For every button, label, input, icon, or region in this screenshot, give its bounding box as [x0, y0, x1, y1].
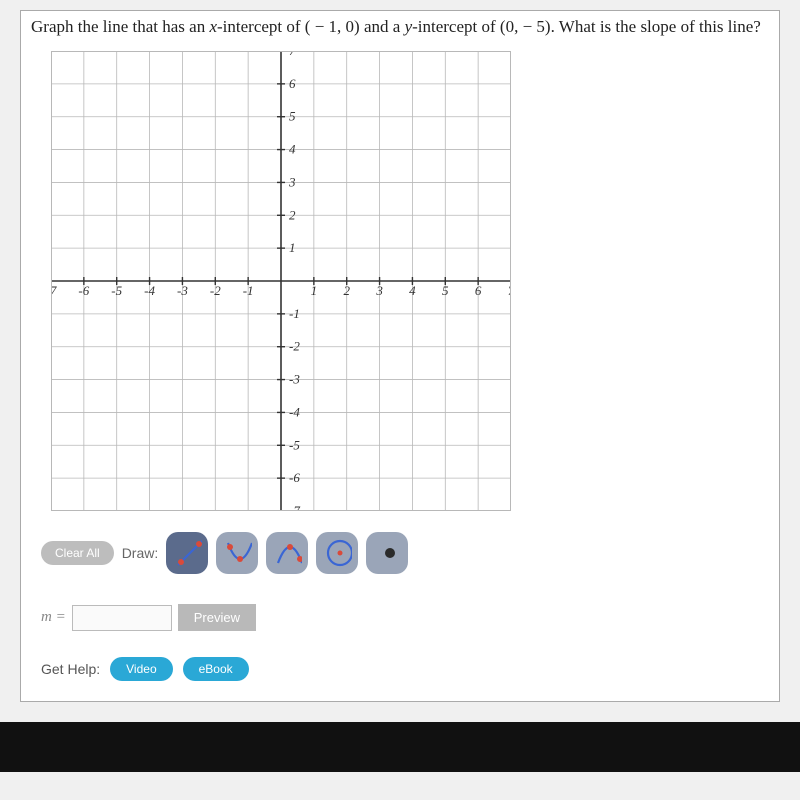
svg-text:-2: -2: [210, 283, 221, 298]
svg-text:-2: -2: [289, 339, 300, 354]
svg-text:2: 2: [289, 207, 296, 222]
svg-text:-5: -5: [111, 283, 122, 298]
svg-text:1: 1: [289, 240, 296, 255]
svg-text:5: 5: [289, 109, 296, 124]
preview-button[interactable]: Preview: [178, 604, 256, 631]
prompt-text: . What is the slope of this line?: [551, 17, 761, 36]
video-help-button[interactable]: Video: [110, 657, 172, 681]
graph-canvas[interactable]: -7-6-5-4-3-2-11234567-7-6-5-4-3-2-112345…: [51, 51, 769, 516]
up-parabola-icon: [222, 535, 252, 571]
point-tool-button[interactable]: [366, 532, 408, 574]
circle-tool-icon: [322, 535, 352, 571]
line-tool-icon: [172, 535, 202, 571]
help-row: Get Help: Video eBook: [41, 657, 769, 681]
draw-label: Draw:: [122, 545, 159, 561]
svg-text:1: 1: [311, 283, 318, 298]
svg-text:6: 6: [475, 283, 482, 298]
svg-text:5: 5: [442, 283, 449, 298]
window-bottom-bar: [0, 722, 800, 772]
question-prompt: Graph the line that has an x-intercept o…: [31, 17, 769, 37]
svg-text:-1: -1: [243, 283, 254, 298]
x-intercept-value: ( − 1, 0): [305, 17, 360, 36]
svg-text:-7: -7: [289, 503, 300, 511]
svg-text:-3: -3: [289, 372, 300, 387]
svg-text:-1: -1: [289, 306, 300, 321]
prompt-text: Graph the line that has an: [31, 17, 209, 36]
svg-text:-4: -4: [289, 404, 300, 419]
answer-row: m = Preview: [41, 604, 769, 631]
svg-text:2: 2: [343, 283, 350, 298]
svg-text:3: 3: [375, 283, 383, 298]
x-variable: x: [209, 17, 217, 36]
draw-toolbar: Clear All Draw:: [41, 532, 769, 574]
get-help-label: Get Help:: [41, 661, 100, 677]
svg-text:-5: -5: [289, 437, 300, 452]
y-variable: y: [405, 17, 413, 36]
svg-text:7: 7: [289, 51, 296, 58]
point-tool-icon: [372, 535, 402, 571]
svg-text:3: 3: [288, 174, 296, 189]
clear-all-button[interactable]: Clear All: [41, 541, 114, 565]
up-parabola-tool-button[interactable]: [216, 532, 258, 574]
svg-text:-6: -6: [289, 470, 300, 485]
svg-text:-4: -4: [144, 283, 155, 298]
prompt-text: -intercept of: [217, 17, 305, 36]
svg-text:-6: -6: [78, 283, 89, 298]
prompt-text: -intercept of: [412, 17, 500, 36]
y-intercept-value: (0, − 5): [500, 17, 551, 36]
slope-label: m =: [41, 609, 66, 626]
prompt-text: and a: [360, 17, 405, 36]
svg-text:4: 4: [289, 142, 296, 157]
svg-text:4: 4: [409, 283, 416, 298]
circle-tool-button[interactable]: [316, 532, 358, 574]
line-tool-button[interactable]: [166, 532, 208, 574]
slope-input[interactable]: [72, 605, 172, 631]
question-container: Graph the line that has an x-intercept o…: [20, 10, 780, 702]
ebook-help-button[interactable]: eBook: [183, 657, 249, 681]
down-parabola-tool-button[interactable]: [266, 532, 308, 574]
down-parabola-icon: [272, 535, 302, 571]
svg-text:6: 6: [289, 76, 296, 91]
svg-text:-3: -3: [177, 283, 188, 298]
